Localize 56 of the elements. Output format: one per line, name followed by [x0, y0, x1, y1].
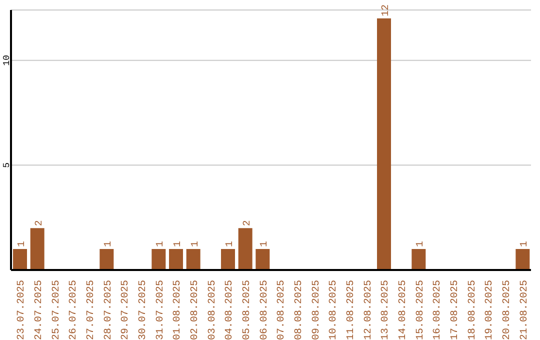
y-tick-label: 5: [2, 162, 12, 168]
data-label: 1: [190, 241, 202, 248]
bar: [516, 249, 530, 270]
x-tick-label: 27.07.2025: [86, 280, 97, 340]
bar: [30, 228, 44, 270]
data-label: 1: [520, 241, 531, 248]
data-label: 1: [104, 241, 115, 248]
x-tick-label: 23.07.2025: [16, 280, 28, 340]
x-tick-label: 28.07.2025: [103, 280, 114, 340]
data-label: 1: [416, 241, 427, 248]
x-tick-label: 06.08.2025: [259, 280, 270, 340]
x-tick-label: 16.08.2025: [432, 280, 444, 340]
x-tick-label: 14.08.2025: [398, 280, 409, 340]
data-label: 1: [225, 241, 236, 248]
x-tick-label: 24.07.2025: [34, 280, 45, 340]
x-tick-label: 05.08.2025: [242, 280, 253, 340]
x-tick-label: 18.08.2025: [467, 280, 478, 340]
x-tick-label: 20.08.2025: [502, 280, 513, 340]
bar: [169, 249, 183, 270]
data-label: 1: [17, 241, 28, 248]
bar: [238, 228, 252, 270]
x-tick-label: 11.08.2025: [346, 280, 357, 340]
x-tick-label: 04.08.2025: [224, 280, 236, 340]
x-tick-label: 12.08.2025: [363, 280, 374, 340]
bar: [377, 18, 391, 270]
x-tick-label: 30.07.2025: [138, 280, 149, 340]
data-label: 2: [34, 220, 46, 226]
y-tick-label: 10: [2, 54, 12, 66]
x-tick-label: 02.08.2025: [190, 280, 201, 340]
x-tick-label: 01.08.2025: [172, 280, 184, 340]
bar: [13, 249, 27, 270]
data-label: 2: [242, 220, 254, 226]
x-tick-label: 13.08.2025: [380, 280, 392, 340]
x-tick-label: 25.07.2025: [51, 280, 62, 340]
bar: [412, 249, 426, 270]
x-tick-label: 31.07.2025: [155, 280, 166, 340]
data-label: 1: [173, 241, 184, 248]
x-tick-label: 08.08.2025: [294, 280, 305, 340]
bar: [186, 249, 200, 270]
x-tick-label: 15.08.2025: [415, 280, 426, 340]
data-label: 1: [260, 241, 271, 248]
x-tick-label: 07.08.2025: [276, 280, 288, 340]
data-label: 12: [381, 4, 392, 16]
x-tick-label: 19.08.2025: [484, 280, 496, 340]
x-tick-label: 03.08.2025: [207, 280, 218, 340]
x-tick-label: 29.07.2025: [120, 280, 132, 340]
x-tick-label: 09.08.2025: [311, 280, 322, 340]
x-tick-label: 17.08.2025: [450, 280, 461, 340]
x-tick-label: 10.08.2025: [328, 280, 340, 340]
bar: [221, 249, 235, 270]
data-label: 1: [156, 241, 167, 248]
x-tick-label: 26.07.2025: [68, 280, 80, 340]
bar: [152, 249, 166, 270]
bar: [256, 249, 270, 270]
x-tick-label: 21.08.2025: [519, 280, 530, 340]
bar: [100, 249, 114, 270]
